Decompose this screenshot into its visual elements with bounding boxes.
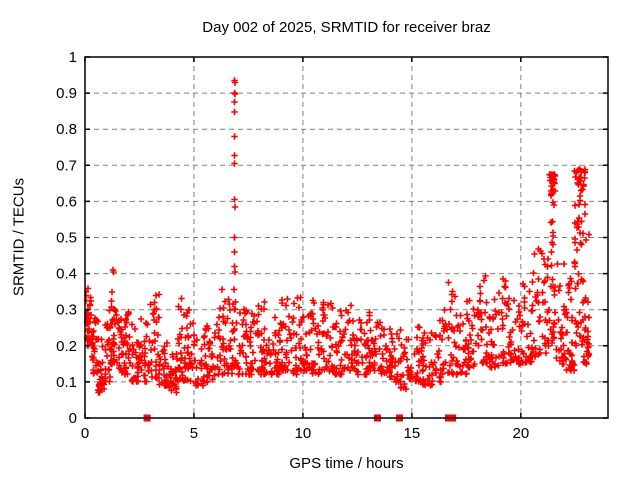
y-tick-label: 0.9 xyxy=(56,85,77,102)
y-tick-label: 0.3 xyxy=(56,302,77,319)
y-tick-label: 0.1 xyxy=(56,374,77,391)
y-tick-label: 0.7 xyxy=(56,157,77,174)
x-tick-label: 20 xyxy=(512,425,529,442)
x-tick-label: 15 xyxy=(404,425,421,442)
y-tick-label: 0.4 xyxy=(56,266,77,283)
x-tick-label: 5 xyxy=(190,425,198,442)
y-tick-label: 0.5 xyxy=(56,230,77,247)
y-tick-label: 0 xyxy=(69,410,77,427)
x-axis-label: GPS time / hours xyxy=(289,455,404,472)
chart-title: Day 002 of 2025, SRMTID for receiver bra… xyxy=(202,19,491,36)
y-tick-label: 1 xyxy=(69,49,77,66)
x-tick-label: 10 xyxy=(295,425,312,442)
y-tick-label: 0.6 xyxy=(56,193,77,210)
x-tick-label: 0 xyxy=(81,425,89,442)
y-axis-label: SRMTID / TECUs xyxy=(10,177,28,297)
y-tick-label: 0.2 xyxy=(56,338,77,355)
y-tick-label: 0.8 xyxy=(56,121,77,138)
